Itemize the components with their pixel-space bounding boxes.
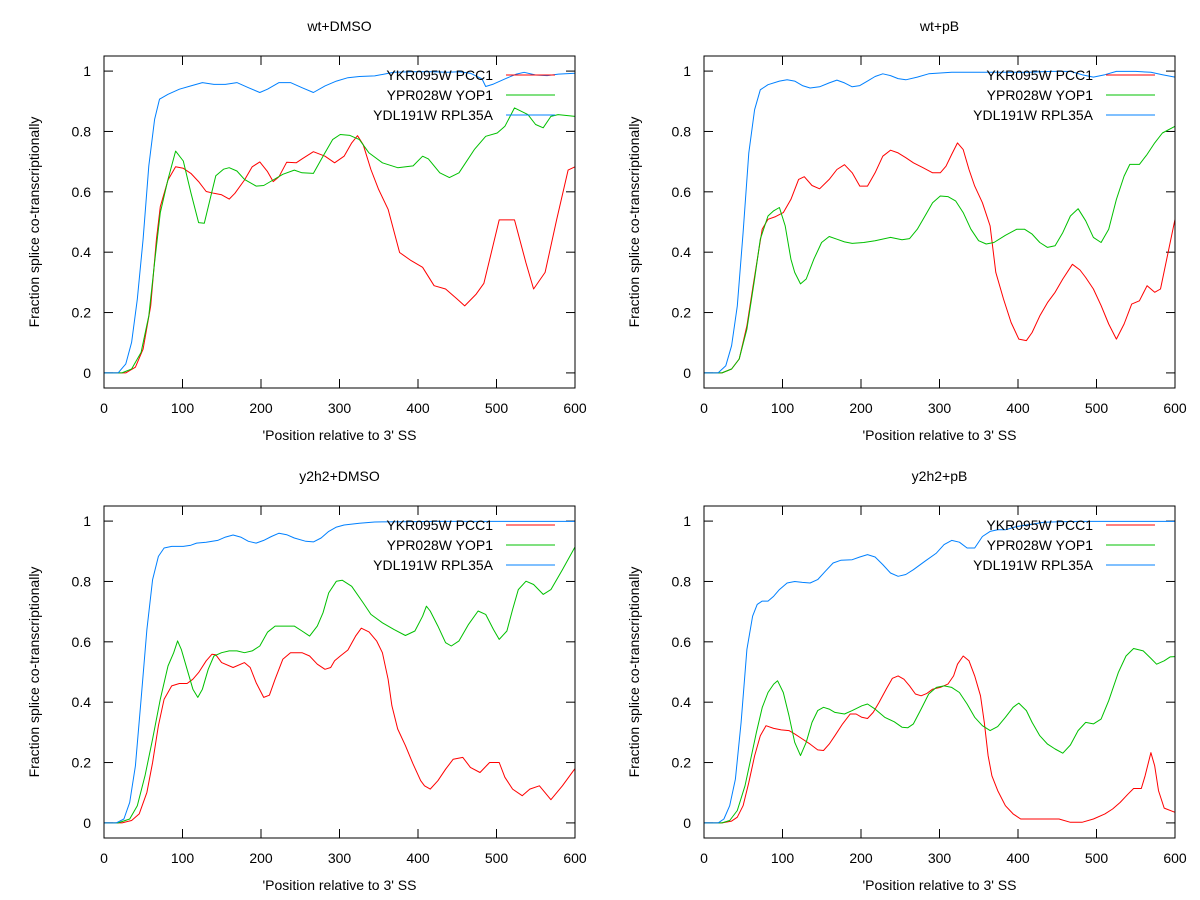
x-tick-label: 300 [328,400,352,416]
series-line [704,655,1176,824]
y-tick-label: 0.8 [672,573,692,589]
chart-panel: wt+pB 'Position relative to 3' SS Fraction… [626,18,1187,443]
series-line [104,135,576,374]
x-tick-label: 600 [1163,400,1187,416]
chart-panel: y2h2+pB 'Position relative to 3' SS Fracti… [626,468,1187,893]
y-tick-label: 0.6 [72,634,92,650]
x-tick-label: 100 [771,850,795,866]
legend-label: YDL191W RPL35A [373,557,494,573]
legend-label: YKR095W PCC1 [386,67,493,83]
y-tick-label: 0.4 [672,694,692,710]
chart-title: wt+DMSO [306,18,371,34]
plot-frame [103,55,576,389]
x-tick-label: 0 [100,400,108,416]
x-tick-label: 100 [771,400,795,416]
y-tick-label: 0.2 [72,305,92,321]
chart-panel: wt+DMSO 'Position relative to 3' SS Fracti… [26,18,587,443]
series-line [104,520,575,824]
y-tick-label: 0.4 [72,694,92,710]
y-tick-label: 0.6 [672,184,692,200]
series-line [104,107,576,374]
y-tick-label: 1 [83,63,91,79]
y-tick-label: 0.4 [672,244,692,260]
legend-label: YDL191W RPL35A [973,107,1094,123]
x-tick-label: 400 [406,400,430,416]
x-tick-label: 0 [700,400,708,416]
x-axis-label: 'Position relative to 3' SS [263,877,417,893]
x-tick-label: 500 [485,400,509,416]
x-tick-label: 200 [249,400,273,416]
x-tick-label: 400 [1006,400,1030,416]
series-line [704,142,1176,374]
legend-label: YDL191W RPL35A [973,557,1094,573]
x-tick-label: 500 [1085,400,1109,416]
chart-panel: y2h2+DMSO 'Position relative to 3' SS Frac… [26,468,587,893]
legend-label: YDL191W RPL35A [373,107,494,123]
legend-label: YPR028W YOP1 [987,87,1094,103]
plot-frame [703,55,1176,389]
x-tick-label: 0 [100,850,108,866]
x-tick-label: 400 [406,850,430,866]
series-line [704,70,1176,374]
x-tick-label: 500 [485,850,509,866]
y-tick-label: 0.6 [672,634,692,650]
legend-label: YKR095W PCC1 [986,67,1093,83]
legend-label: YKR095W PCC1 [386,517,493,533]
y-tick-label: 0 [83,365,91,381]
series-line [104,627,576,824]
chart-title: y2h2+DMSO [299,468,380,484]
series-line [104,71,576,374]
plot-frame [703,505,1176,839]
x-tick-label: 400 [1006,850,1030,866]
y-tick-label: 0.2 [672,305,692,321]
chart-title: wt+pB [919,18,959,34]
y-tick-label: 0 [683,365,691,381]
legend-label: YPR028W YOP1 [387,537,494,553]
x-tick-label: 200 [249,850,273,866]
y-tick-label: 0 [683,815,691,831]
x-tick-label: 100 [171,850,195,866]
series-line [704,648,1176,824]
y-axis-label: Fraction splice co-transcriptionally [26,117,42,328]
x-tick-label: 100 [171,400,195,416]
x-axis-label: 'Position relative to 3' SS [863,877,1017,893]
y-axis-label: Fraction splice co-transcriptionally [26,567,42,778]
y-axis-label: Fraction splice co-transcriptionally [626,567,642,778]
x-tick-label: 0 [700,850,708,866]
legend-label: YPR028W YOP1 [987,537,1094,553]
x-axis-label: 'Position relative to 3' SS [863,427,1017,443]
plot-frame [103,505,576,839]
x-tick-label: 300 [928,850,952,866]
y-tick-label: 1 [83,513,91,529]
x-tick-label: 600 [563,850,587,866]
y-tick-label: 1 [683,513,691,529]
legend-label: YKR095W PCC1 [986,517,1093,533]
y-tick-label: 0.8 [72,123,92,139]
x-axis-label: 'Position relative to 3' SS [263,427,417,443]
chart-title: y2h2+pB [912,468,968,484]
y-tick-label: 0.4 [72,244,92,260]
y-tick-label: 1 [683,63,691,79]
y-tick-label: 0.8 [672,123,692,139]
series-line [104,546,576,824]
x-tick-label: 200 [849,850,873,866]
y-tick-label: 0 [83,815,91,831]
y-axis-label: Fraction splice co-transcriptionally [626,117,642,328]
y-tick-label: 0.2 [72,755,92,771]
series-line [704,520,1175,824]
x-tick-label: 600 [1163,850,1187,866]
x-tick-label: 600 [563,400,587,416]
y-tick-label: 0.8 [72,573,92,589]
x-tick-label: 300 [328,850,352,866]
x-tick-label: 300 [928,400,952,416]
legend-label: YPR028W YOP1 [387,87,494,103]
series-line [704,125,1176,374]
x-tick-label: 200 [849,400,873,416]
y-tick-label: 0.2 [672,755,692,771]
y-tick-label: 0.6 [72,184,92,200]
x-tick-label: 500 [1085,850,1109,866]
